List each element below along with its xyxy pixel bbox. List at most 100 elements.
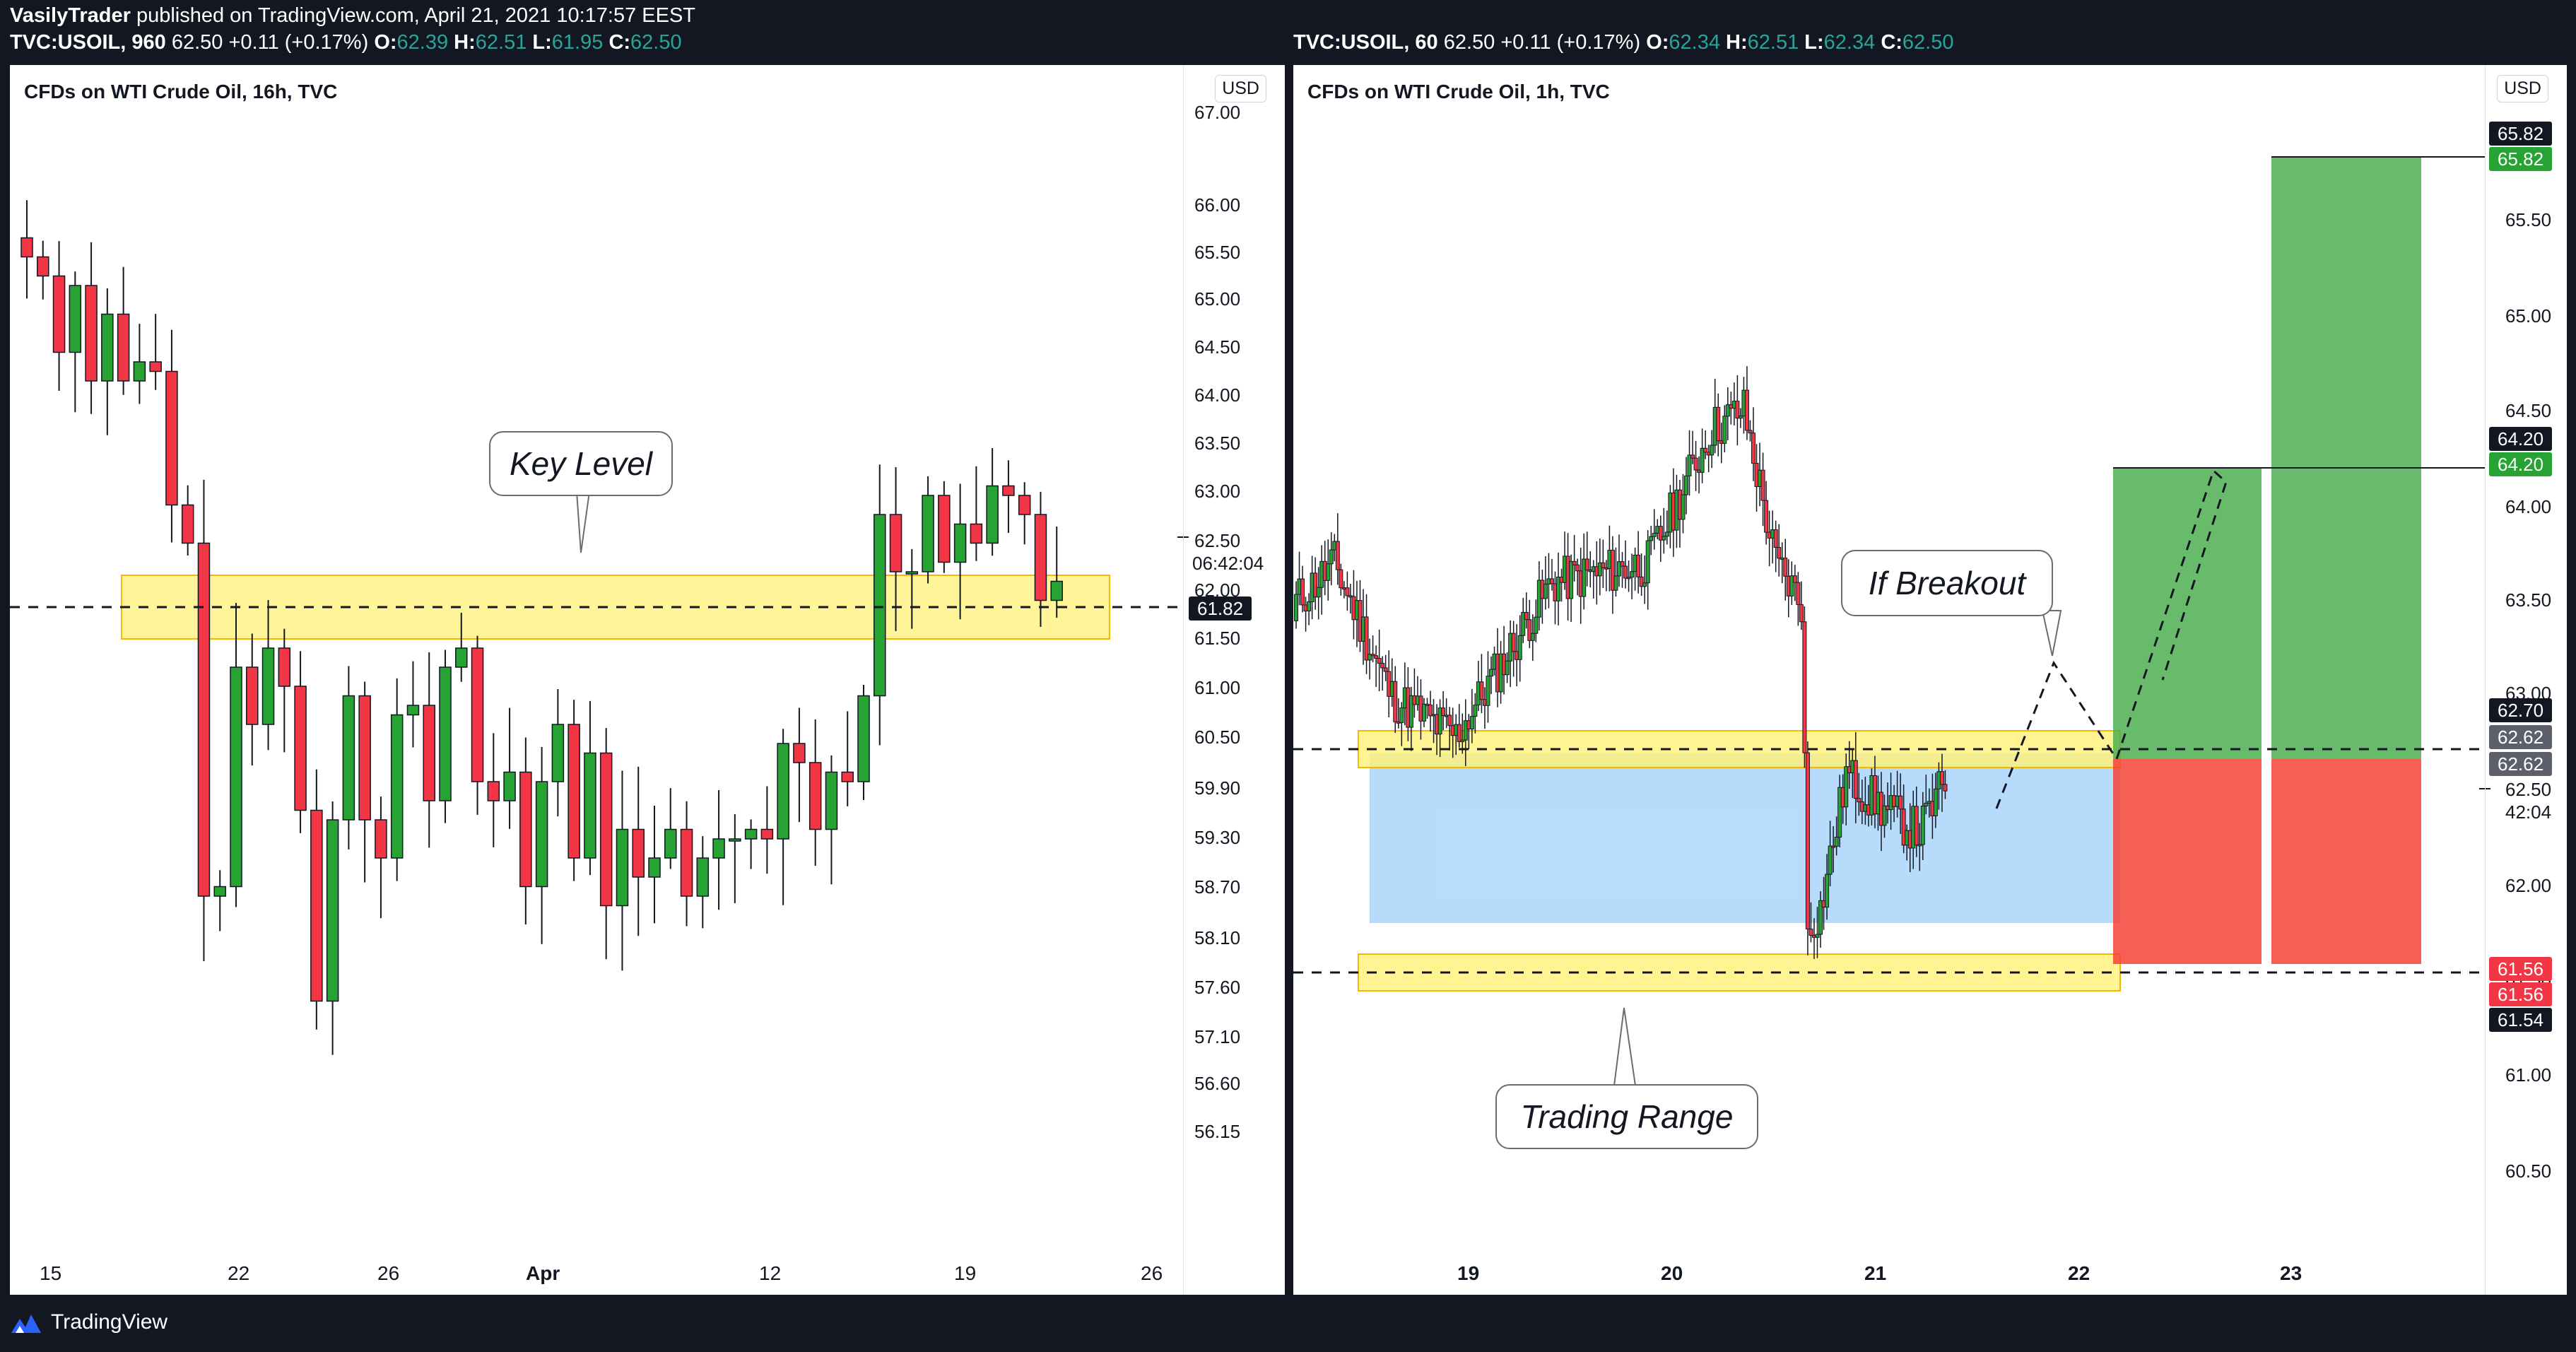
right-candle-body-167 [1828, 845, 1833, 875]
right-candle-body-114 [1658, 526, 1663, 541]
right-candle-body-82 [1556, 576, 1561, 601]
left-candle-body-9 [165, 370, 178, 506]
right-candle-body-158 [1799, 604, 1804, 623]
right-candle-body-86 [1569, 560, 1574, 599]
left-price-tick-6: 63.50 [1194, 433, 1241, 454]
right-candle-body-33 [1399, 707, 1404, 723]
left-candle-body-45 [744, 828, 758, 840]
author-name[interactable]: VasilyTrader [10, 4, 131, 27]
tradingview-logo-icon[interactable] [10, 1309, 42, 1337]
left-candle-body-5 [101, 313, 114, 382]
right-candle-body-14 [1339, 569, 1343, 589]
right-candle-body-151 [1777, 546, 1782, 559]
right-candle-body-161 [1809, 929, 1813, 936]
left-candle-body-14 [246, 666, 259, 725]
left-candle-body-22 [375, 819, 387, 859]
left-candle-body-29 [487, 781, 500, 801]
left-candle-body-2 [52, 275, 66, 353]
left-price-tick-18: 57.10 [1194, 1026, 1241, 1047]
left-currency-button[interactable]: USD [1215, 75, 1266, 102]
right-candle-body-101 [1616, 561, 1621, 577]
right-low-label: L: [1804, 31, 1824, 54]
stop-price-tag-3: 61.54 [2489, 1008, 2553, 1032]
right-candle-body-72 [1524, 611, 1529, 621]
left-candle-body-36 [599, 752, 613, 907]
right-candle-body-156 [1792, 575, 1797, 583]
left-candle-body-41 [680, 828, 693, 897]
key-level-callout-pointer [575, 491, 591, 553]
right-candle-body-132 [1716, 406, 1721, 442]
right-chart-panel[interactable]: CFDs on WTI Crude Oil, 1h, TVC USD 65.50… [1293, 65, 2567, 1295]
left-candle-body-18 [310, 809, 323, 1002]
right-candle-body-170 [1837, 787, 1842, 837]
entry-price-tag-2: 62.62 [2489, 725, 2553, 749]
left-candle-body-25 [423, 705, 435, 801]
right-time-tick-3: 22 [2068, 1262, 2090, 1284]
left-price-tick-8: 62.50 [1194, 530, 1241, 551]
right-price-tick-4: 63.50 [2505, 589, 2552, 611]
right-candle-body-7 [1316, 587, 1321, 598]
left-candle-body-51 [841, 771, 854, 782]
left-price: 62.50 [171, 31, 223, 54]
trading-range-callout-pointer [1613, 1007, 1637, 1086]
key-level-callout[interactable]: Key Level [489, 431, 673, 496]
right-candle-body-16 [1345, 587, 1350, 596]
right-candle-body-111 [1649, 536, 1654, 541]
left-price-tick-13: 59.90 [1194, 777, 1241, 799]
right-symbol[interactable]: TVC:USOIL, 60 [1293, 31, 1438, 54]
right-candle-body-135 [1725, 404, 1730, 417]
right-candle-body-189 [1898, 795, 1903, 810]
left-candle-body-34 [567, 724, 580, 859]
right-candle-body-74 [1530, 633, 1535, 641]
right-candle-body-124 [1690, 454, 1695, 459]
right-time-tick-1: 20 [1661, 1262, 1683, 1284]
right-candle-body-56 [1473, 705, 1478, 717]
left-candlestick-chart[interactable] [10, 65, 1285, 1295]
right-candle-body-31 [1393, 681, 1398, 722]
right-candle-body-78 [1543, 583, 1548, 599]
right-currency-button[interactable]: USD [2497, 75, 2548, 102]
right-high-label: H: [1726, 31, 1748, 54]
right-candle-body-142 [1748, 430, 1753, 434]
right-candle-body-26 [1377, 658, 1382, 664]
left-candle-body-16 [278, 647, 291, 687]
right-time-tick-4: 23 [2280, 1262, 2302, 1284]
left-candle-body-11 [197, 542, 211, 897]
if-breakout-callout[interactable]: If Breakout [1841, 550, 2053, 616]
right-candle-body-195 [1917, 844, 1922, 847]
right-candle-body-168 [1831, 845, 1836, 848]
left-symbol[interactable]: TVC:USOIL, 960 [10, 31, 166, 54]
right-candle-body-48 [1447, 715, 1452, 727]
right-chart-title: CFDs on WTI Crude Oil, 1h, TVC [1307, 81, 1610, 102]
right-candle-body-96 [1601, 562, 1606, 568]
right-candle-body-196 [1920, 805, 1925, 845]
right-candle-body-73 [1527, 619, 1532, 641]
right-candle-body-202 [1939, 771, 1944, 785]
left-candle-body-39 [648, 857, 661, 878]
right-candle-body-58 [1479, 681, 1484, 700]
tp1-price-tag-black: 64.20 [2489, 427, 2553, 451]
right-candle-body-27 [1380, 662, 1385, 669]
right-price-tick-7: 62.00 [2505, 875, 2552, 896]
right-price-tick-9: 61.00 [2505, 1064, 2552, 1086]
left-change: +0.11 (+0.17%) [228, 31, 369, 54]
right-candle-body-194 [1914, 806, 1919, 846]
right-candle-body-108 [1639, 576, 1644, 587]
left-close: 62.50 [630, 31, 682, 54]
left-candle-body-17 [294, 686, 307, 811]
right-candlestick-chart[interactable] [1293, 65, 2567, 1295]
right-candle-body-197 [1924, 802, 1929, 806]
left-candle-body-52 [857, 695, 870, 782]
trading-range-callout[interactable]: Trading Range [1495, 1084, 1758, 1149]
left-chart-panel[interactable]: CFDs on WTI Crude Oil, 16h, TVC USD 67.0… [10, 65, 1285, 1295]
left-open: 62.39 [396, 31, 449, 54]
left-candle-body-46 [760, 828, 774, 840]
right-change: +0.11 (+0.17%) [1500, 31, 1641, 54]
right-candle-body-95 [1597, 562, 1602, 577]
tradingview-brand[interactable]: TradingView [51, 1310, 168, 1334]
left-price-tick-12: 60.50 [1194, 727, 1241, 748]
right-countdown: 42:04 [2505, 801, 2552, 823]
right-candle-body-184 [1882, 805, 1887, 826]
left-candle-body-57 [938, 495, 951, 563]
top-bar: VasilyTrader published on TradingView.co… [0, 0, 2576, 65]
